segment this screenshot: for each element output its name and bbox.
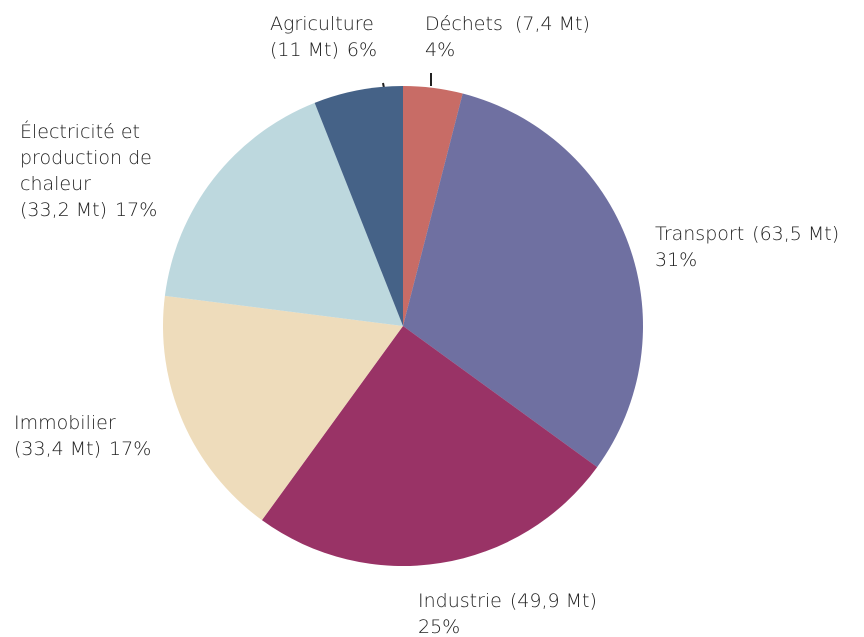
label-part: Agriculture xyxy=(270,13,374,35)
slice-label: 31% xyxy=(655,249,697,271)
slice-label: Électricité et production de chaleur xyxy=(20,120,152,195)
slice-label: (33,2 Mt) 17% xyxy=(20,199,157,221)
slice-label: (33,4 Mt) 17% xyxy=(14,438,151,460)
label-part: Industrie xyxy=(418,590,502,612)
label-part: 17% xyxy=(109,438,151,460)
label-part: (33,2 Mt) xyxy=(20,199,107,221)
pie-slice xyxy=(163,295,403,521)
label-part: Transport xyxy=(655,223,744,245)
label-part: (11 Mt) xyxy=(270,39,339,61)
label-part: 31% xyxy=(655,249,697,271)
label-part: Déchets xyxy=(425,13,503,35)
pie-slice xyxy=(403,93,643,468)
label-line: chaleur xyxy=(20,173,91,195)
slice-label: Transport (63,5 Mt) xyxy=(655,223,839,245)
label-part: 25% xyxy=(418,616,460,637)
label-part: (49,9 Mt) xyxy=(510,590,597,612)
label-part: 6% xyxy=(347,39,377,61)
slice-label: (7,4 Mt) xyxy=(515,13,590,35)
label-part: (33,4 Mt) xyxy=(14,438,101,460)
slice-label: Agriculture xyxy=(270,13,374,35)
slice-label: 4% xyxy=(425,39,455,61)
slice-label: (11 Mt) 6% xyxy=(270,39,377,61)
slice-label: 25% xyxy=(418,616,460,637)
label-part: 4% xyxy=(425,39,455,61)
pie-slice xyxy=(314,86,403,326)
label-line: Électricité et xyxy=(20,120,140,143)
label-part: 17% xyxy=(115,199,157,221)
pie-slice xyxy=(261,326,598,566)
slice-label: Industrie (49,9 Mt) xyxy=(418,590,597,612)
pie-slice xyxy=(164,102,403,327)
pie-slice xyxy=(403,86,463,326)
label-part: Immobilier xyxy=(14,412,116,434)
label-line: production de xyxy=(20,147,152,169)
slice-label: Déchets xyxy=(425,13,503,35)
label-part: (63,5 Mt) xyxy=(752,223,839,245)
slice-label: Immobilier xyxy=(14,412,116,434)
